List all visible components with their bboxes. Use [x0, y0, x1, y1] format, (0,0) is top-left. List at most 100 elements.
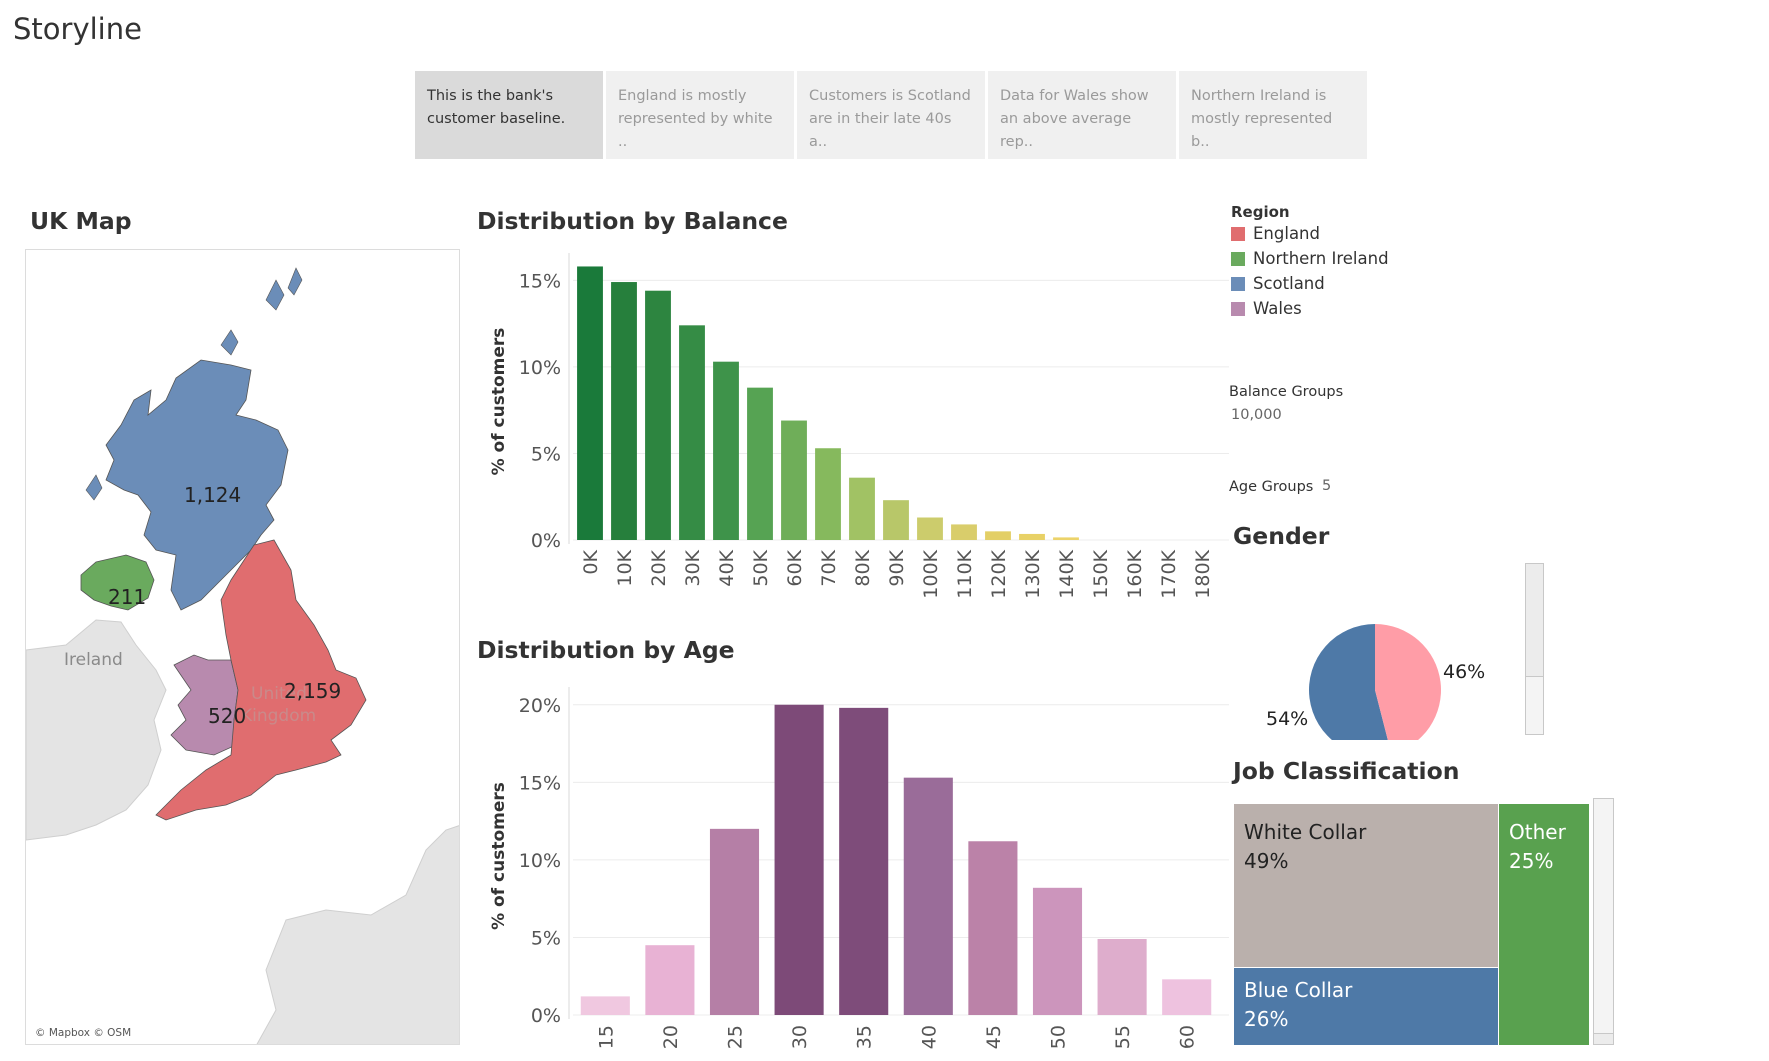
- bar[interactable]: [1019, 533, 1045, 540]
- gender-scrollbar[interactable]: [1525, 563, 1544, 735]
- bar[interactable]: [1097, 938, 1147, 1015]
- bar[interactable]: [611, 282, 637, 540]
- bar[interactable]: [679, 325, 705, 540]
- x-tick-label: 35: [854, 1025, 876, 1049]
- treemap-value: 25%: [1509, 849, 1554, 873]
- uk-label-line1: United: [251, 684, 307, 704]
- legend-label: England: [1253, 224, 1320, 243]
- bar[interactable]: [577, 266, 603, 540]
- x-tick-label: 90K: [886, 549, 908, 586]
- story-point-4[interactable]: Data for Wales show an above average rep…: [988, 71, 1176, 159]
- bar[interactable]: [781, 420, 807, 540]
- gender-female-label: 46%: [1443, 661, 1486, 683]
- job-treemap: White Collar 49% Blue Collar 26% Other 2…: [1234, 804, 1589, 1045]
- x-tick-label: 170K: [1158, 549, 1180, 598]
- story-point-text: England is mostly: [618, 88, 747, 104]
- england-region[interactable]: [155, 539, 367, 821]
- y-tick-label: 5%: [531, 443, 561, 465]
- bar[interactable]: [580, 996, 630, 1015]
- story-title: Storyline: [13, 12, 142, 46]
- x-tick-label: 70K: [818, 549, 840, 586]
- story-point-text: mostly represented b..: [1191, 111, 1333, 150]
- legend-item-northern-ireland[interactable]: Northern Ireland: [1231, 246, 1389, 271]
- x-tick-label: 55: [1112, 1025, 1134, 1049]
- bar[interactable]: [774, 704, 824, 1015]
- x-tick-label: 60: [1177, 1025, 1199, 1049]
- legend-item-england[interactable]: England: [1231, 221, 1389, 246]
- x-tick-label: 60K: [784, 549, 806, 586]
- map-title: UK Map: [30, 207, 132, 235]
- legend-swatch: [1231, 276, 1245, 291]
- uk-map[interactable]: Ireland United Kingdom 1,124 211 2,159 5…: [25, 249, 460, 1045]
- bar[interactable]: [713, 361, 739, 540]
- bar[interactable]: [903, 777, 953, 1015]
- story-points: This is the bank's customer baseline. En…: [415, 71, 1367, 159]
- legend-label: Scotland: [1253, 274, 1325, 293]
- bar[interactable]: [839, 707, 889, 1015]
- treemap-other[interactable]: Other 25%: [1499, 804, 1589, 1045]
- y-tick-label: 10%: [519, 357, 561, 379]
- bar[interactable]: [917, 517, 943, 540]
- uk-label-line2: Kingdom: [241, 706, 317, 726]
- x-tick-label: 140K: [1056, 549, 1078, 598]
- gender-male-label: 54%: [1266, 708, 1309, 730]
- bar[interactable]: [1162, 979, 1212, 1015]
- bar[interactable]: [815, 448, 841, 540]
- story-point-text: Customers is Scotland: [809, 88, 971, 104]
- y-tick-label: 0%: [531, 530, 561, 552]
- x-tick-label: 40K: [716, 549, 738, 586]
- balance-chart: 0% 5% 10% 15% % of customers 0K 10K 20K 30K 40K 50…: [489, 253, 1229, 599]
- x-tick-label: 160K: [1124, 549, 1146, 598]
- treemap-blue-collar[interactable]: Blue Collar 26%: [1234, 968, 1498, 1045]
- y-tick-label: 10%: [519, 850, 561, 872]
- story-point-2[interactable]: England is mostly represented by white .…: [606, 71, 794, 159]
- bar[interactable]: [645, 290, 671, 540]
- treemap-white-collar[interactable]: White Collar 49%: [1234, 804, 1498, 967]
- story-point-1[interactable]: This is the bank's customer baseline.: [415, 71, 603, 159]
- pie-slice-female[interactable]: [1375, 624, 1441, 740]
- story-point-text: This is the bank's: [427, 88, 554, 104]
- x-tick-label: 25: [725, 1025, 747, 1049]
- bar[interactable]: [709, 828, 760, 1015]
- treemap-label: Blue Collar: [1244, 978, 1353, 1002]
- bar[interactable]: [1053, 537, 1079, 540]
- bar[interactable]: [985, 531, 1011, 540]
- x-tick-label: 30: [789, 1025, 811, 1049]
- gender-title: Gender: [1233, 522, 1330, 550]
- x-tick-label: 180K: [1192, 549, 1214, 598]
- scotland-islands[interactable]: [85, 267, 303, 501]
- x-tick-label: 20K: [648, 549, 670, 586]
- pie-slice-male[interactable]: [1309, 624, 1391, 740]
- treemap-value: 26%: [1244, 1007, 1289, 1031]
- map-canvas: [26, 267, 459, 1044]
- northern-ireland-region[interactable]: [80, 554, 155, 611]
- bar[interactable]: [849, 477, 875, 540]
- story-point-3[interactable]: Customers is Scotland are in their late …: [797, 71, 985, 159]
- ireland-land: [26, 619, 167, 841]
- scotland-region[interactable]: [105, 359, 289, 611]
- scrollbar-thumb[interactable]: [1594, 1033, 1613, 1044]
- treemap-value: 49%: [1244, 849, 1289, 873]
- legend-item-scotland[interactable]: Scotland: [1231, 271, 1389, 296]
- story-point-text: are in their late 40s a..: [809, 111, 952, 150]
- story-point-5[interactable]: Northern Ireland is mostly represented b…: [1179, 71, 1367, 159]
- age-groups-value[interactable]: 5: [1322, 478, 1332, 494]
- bar[interactable]: [951, 524, 977, 540]
- balance-groups-value[interactable]: 10,000: [1231, 407, 1282, 423]
- job-scrollbar[interactable]: [1593, 798, 1614, 1045]
- treemap-label: White Collar: [1244, 820, 1367, 844]
- bar[interactable]: [968, 841, 1018, 1015]
- bar[interactable]: [1032, 887, 1083, 1015]
- scrollbar-thumb[interactable]: [1526, 564, 1543, 677]
- bar[interactable]: [883, 500, 909, 540]
- scotland-value: 1,124: [184, 483, 242, 507]
- y-tick-label: 5%: [531, 927, 561, 949]
- wales-region[interactable]: [170, 654, 239, 756]
- bar[interactable]: [747, 387, 773, 540]
- region-legend: Region England Northern Ireland Scotland…: [1231, 203, 1389, 321]
- legend-item-wales[interactable]: Wales: [1231, 296, 1389, 321]
- y-axis-label: % of customers: [489, 782, 509, 930]
- story-point-text: customer baseline.: [427, 111, 566, 127]
- legend-label: Northern Ireland: [1253, 249, 1389, 268]
- bar[interactable]: [645, 945, 695, 1015]
